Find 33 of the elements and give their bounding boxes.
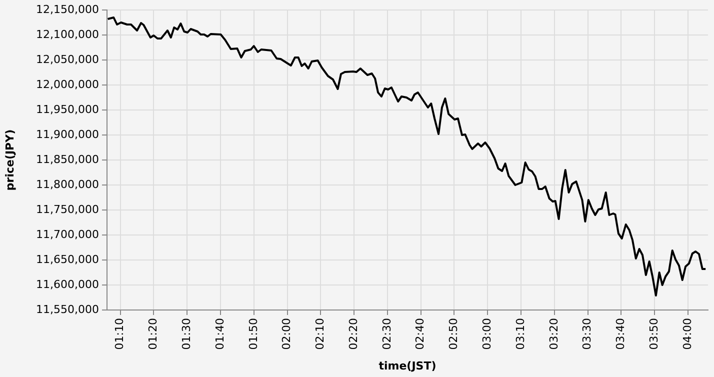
y-tick-label: 11,650,000 bbox=[36, 252, 99, 266]
x-tick-label: 02:30 bbox=[380, 318, 394, 350]
x-tick-label: 04:00 bbox=[680, 318, 694, 350]
x-tick-label: 02:10 bbox=[314, 318, 327, 350]
x-tick-label: 02:00 bbox=[280, 318, 294, 350]
x-tick-label: 02:20 bbox=[346, 318, 360, 350]
x-axis-title: time(JST) bbox=[378, 359, 436, 372]
x-tick-label: 03:50 bbox=[647, 318, 660, 350]
x-tick-label: 01:10 bbox=[113, 318, 126, 350]
x-tick-label: 03:30 bbox=[580, 318, 594, 350]
y-tick-label: 11,800,000 bbox=[36, 178, 99, 191]
y-tick-label: 11,850,000 bbox=[36, 152, 99, 166]
y-tick-label: 11,950,000 bbox=[36, 102, 99, 116]
y-tick-label: 11,750,000 bbox=[36, 202, 99, 216]
y-tick-label: 12,100,000 bbox=[36, 28, 99, 41]
y-tick-label: 11,700,000 bbox=[36, 228, 99, 241]
x-tick-label: 03:40 bbox=[614, 318, 628, 350]
x-tick-label: 02:50 bbox=[447, 318, 460, 350]
x-tick-label: 01:20 bbox=[146, 318, 160, 350]
y-tick-label: 12,000,000 bbox=[36, 78, 99, 91]
y-tick-label: 12,150,000 bbox=[36, 2, 99, 16]
x-tick-label: 02:40 bbox=[414, 318, 427, 350]
x-tick-label: 01:40 bbox=[213, 318, 226, 350]
x-tick-label: 03:10 bbox=[514, 318, 527, 350]
x-tick-label: 01:50 bbox=[246, 318, 260, 350]
x-tick-label: 03:00 bbox=[480, 318, 494, 350]
y-tick-label: 12,050,000 bbox=[36, 52, 99, 66]
y-tick-label: 11,550,000 bbox=[36, 302, 99, 316]
y-tick-label: 11,600,000 bbox=[36, 278, 99, 291]
y-tick-label: 11,900,000 bbox=[36, 128, 99, 141]
x-tick-label: 01:30 bbox=[180, 318, 193, 350]
y-axis-title: price(JPY) bbox=[3, 129, 16, 191]
x-tick-label: 03:20 bbox=[547, 318, 560, 350]
